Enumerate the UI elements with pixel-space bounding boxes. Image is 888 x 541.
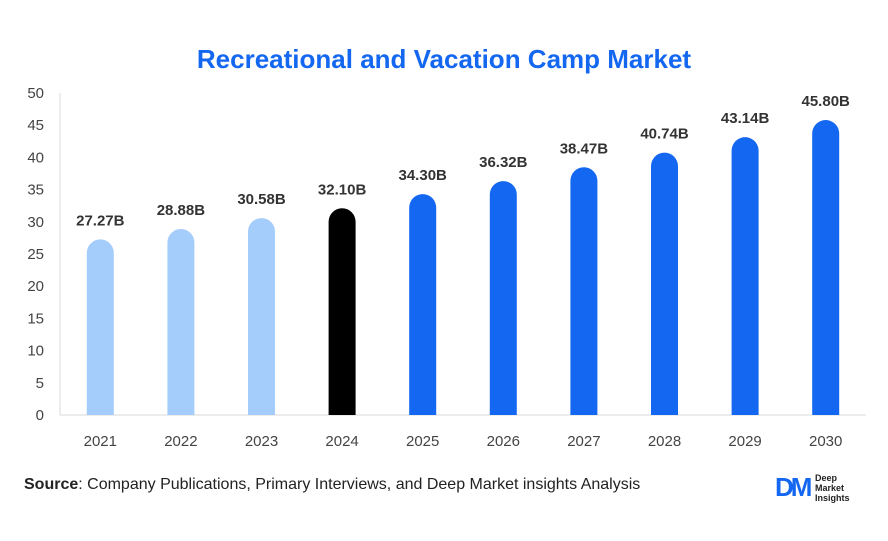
y-tick-label: 40 [27, 149, 44, 166]
x-tick-label: 2027 [567, 433, 600, 450]
company-logo: DM Deep Market Insights [775, 470, 875, 504]
chart-title: Recreational and Vacation Camp Market [196, 44, 692, 74]
y-tick-label: 0 [36, 407, 44, 424]
data-label: 30.58B [237, 191, 286, 208]
source-text: : Company Publications, Primary Intervie… [78, 476, 641, 493]
x-tick-label: 2022 [164, 433, 197, 450]
data-label: 38.47B [560, 140, 609, 157]
bar [812, 120, 840, 415]
bar [651, 152, 678, 415]
data-label: 40.74B [640, 126, 689, 143]
x-tick-label: 2030 [809, 433, 842, 450]
logo-mark: DM [775, 472, 812, 502]
bar [570, 167, 598, 415]
x-tick-label: 2028 [648, 433, 681, 450]
bar [328, 208, 356, 415]
y-tick-label: 5 [36, 375, 44, 392]
bar [731, 137, 759, 415]
bar [248, 218, 275, 415]
logo-line-3: Insights [815, 493, 850, 503]
y-tick-label: 15 [27, 310, 44, 327]
logo-text: Deep Market Insights [815, 473, 850, 503]
data-label: 43.14B [721, 110, 770, 127]
x-tick-label: 2029 [728, 433, 761, 450]
y-tick-label: 45 [27, 117, 44, 134]
data-label: 28.88B [157, 202, 206, 219]
data-label: 32.10B [318, 181, 367, 198]
x-tick-label: 2026 [487, 433, 520, 450]
logo-line-1: Deep [815, 473, 838, 483]
bar-chart: 0510152025303540455027.27B202128.88B2022… [27, 85, 866, 450]
logo-line-2: Market [815, 483, 845, 493]
source-note: Source: Company Publications, Primary In… [24, 476, 640, 494]
y-tick-label: 35 [27, 182, 44, 199]
y-tick-label: 10 [27, 343, 44, 360]
bar [167, 229, 195, 415]
y-tick-label: 25 [27, 246, 44, 263]
y-tick-label: 50 [27, 85, 44, 102]
bar [409, 194, 437, 415]
data-label: 45.80B [802, 93, 851, 110]
data-label: 34.30B [399, 167, 448, 184]
x-tick-label: 2025 [406, 433, 439, 450]
data-label: 36.32B [479, 154, 528, 171]
data-label: 27.27B [76, 212, 125, 229]
bar [489, 181, 517, 415]
x-tick-label: 2024 [325, 433, 358, 450]
source-label: Source [24, 476, 79, 493]
bar [86, 239, 114, 415]
x-tick-label: 2021 [84, 433, 117, 450]
y-tick-label: 20 [27, 278, 44, 295]
y-tick-label: 30 [27, 214, 44, 231]
x-tick-label: 2023 [245, 433, 278, 450]
